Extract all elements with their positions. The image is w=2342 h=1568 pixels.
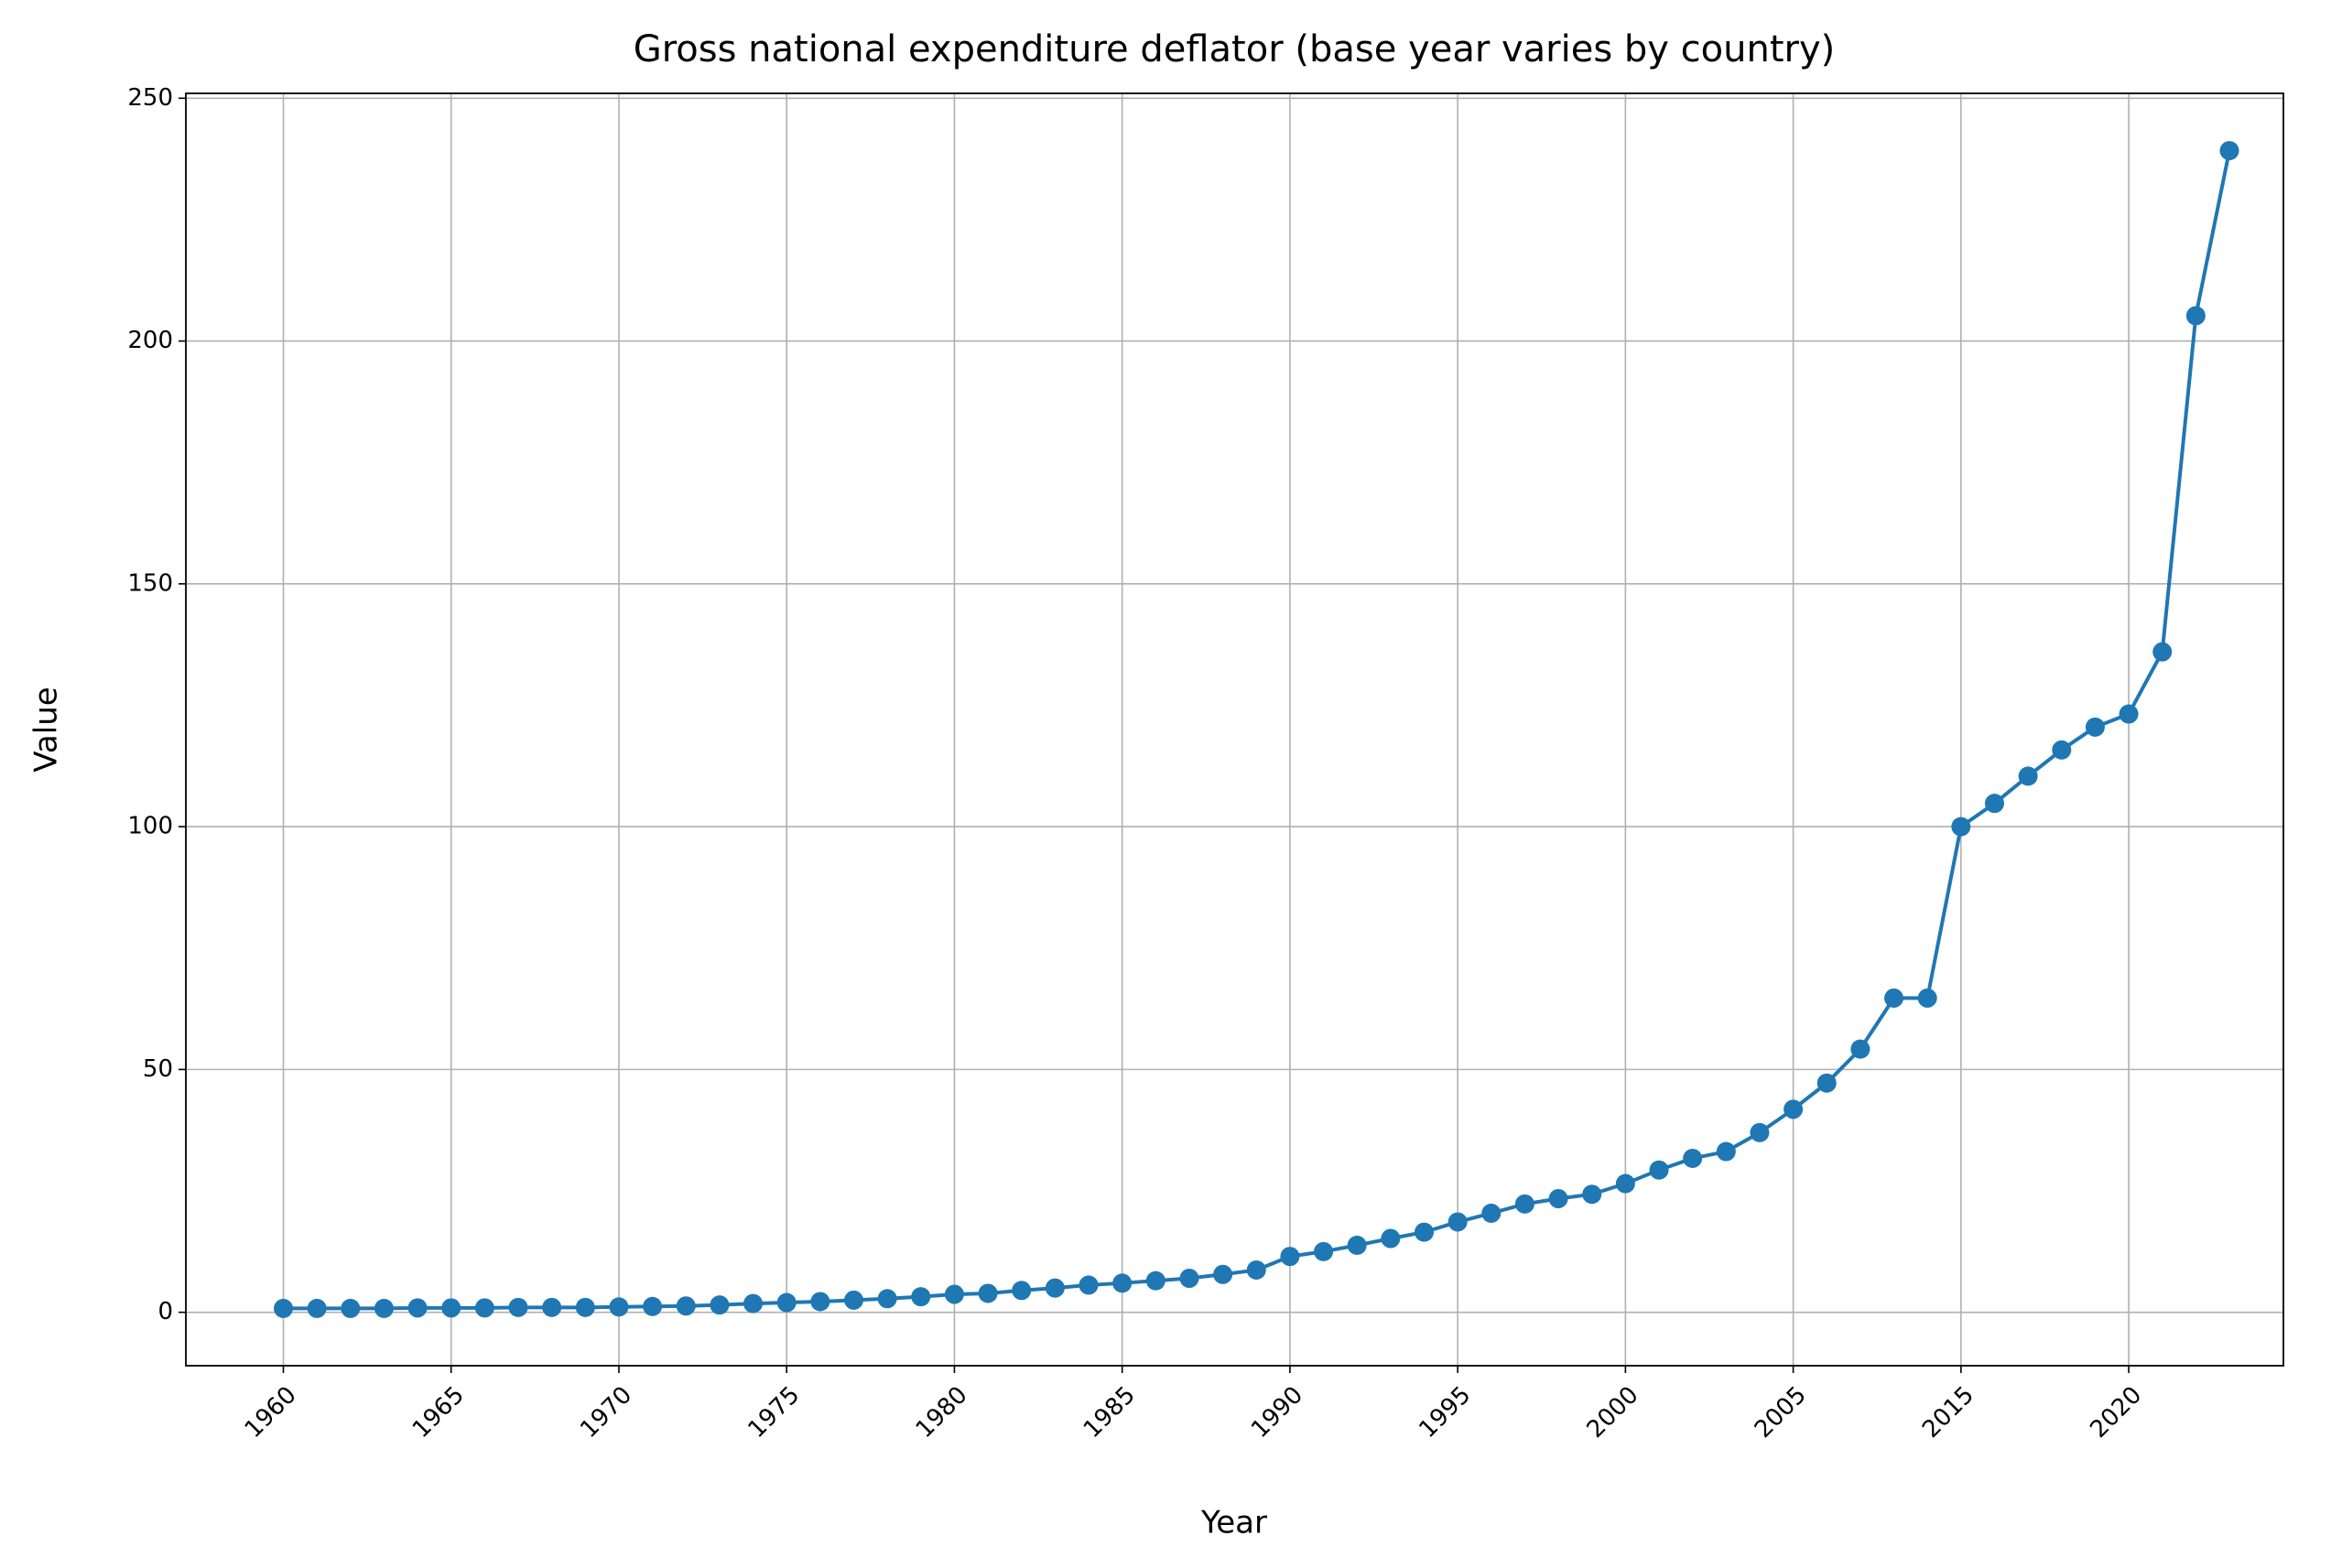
data-point <box>307 1298 327 1318</box>
data-point <box>407 1298 428 1318</box>
data-point <box>1716 1141 1736 1162</box>
data-point <box>2052 740 2072 760</box>
data-point <box>1850 1039 1870 1059</box>
data-point <box>944 1284 964 1304</box>
plot-frame <box>185 92 2284 1367</box>
x-tick-label: 1995 <box>1414 1381 1476 1444</box>
x-tick-label: 2005 <box>1750 1381 1812 1444</box>
data-point <box>508 1297 528 1317</box>
data-point <box>643 1296 663 1316</box>
data-point <box>542 1297 562 1317</box>
y-tick-label: 0 <box>157 1298 173 1325</box>
data-point <box>1884 988 1904 1008</box>
x-axis-label: Year <box>1200 1505 1267 1541</box>
data-point <box>1179 1269 1199 1289</box>
y-tick-label: 100 <box>127 813 173 840</box>
data-point <box>1548 1188 1568 1208</box>
data-point <box>2085 717 2105 737</box>
data-point <box>341 1298 361 1318</box>
data-point <box>1649 1160 1669 1180</box>
data-point <box>1112 1273 1133 1293</box>
data-point <box>1784 1099 1804 1119</box>
data-point <box>843 1290 863 1310</box>
x-tick-label: 2015 <box>1917 1381 1979 1444</box>
data-point <box>1347 1235 1367 1255</box>
data-point <box>810 1292 830 1312</box>
data-point <box>2018 766 2038 786</box>
data-point <box>911 1287 931 1307</box>
y-tick-label: 150 <box>127 569 173 597</box>
data-point <box>710 1295 730 1315</box>
data-point <box>2185 306 2206 326</box>
data-point <box>1447 1212 1468 1232</box>
data-line <box>283 150 2231 1311</box>
data-point <box>978 1283 998 1303</box>
chart-title: Gross national expenditure deflator (bas… <box>634 28 1836 70</box>
y-axis-label: Value <box>28 687 65 772</box>
x-tick-label: 1985 <box>1079 1381 1141 1444</box>
data-point <box>676 1296 696 1316</box>
data-point <box>474 1298 494 1318</box>
x-tick-label: 1990 <box>1246 1381 1308 1444</box>
y-tick-label: 50 <box>143 1055 173 1083</box>
data-point <box>575 1297 595 1317</box>
data-point <box>1582 1184 1602 1205</box>
data-point <box>2152 642 2173 662</box>
data-point <box>1615 1173 1635 1194</box>
x-tick-label: 1965 <box>407 1381 470 1444</box>
x-tick-label: 1970 <box>575 1381 637 1444</box>
data-point <box>1683 1148 1703 1168</box>
x-tick-label: 1975 <box>743 1381 805 1444</box>
data-point <box>1314 1241 1334 1261</box>
data-point <box>1145 1271 1166 1291</box>
data-point <box>1951 816 1971 837</box>
data-point <box>877 1289 897 1309</box>
data-point <box>1816 1073 1837 1093</box>
data-point <box>1045 1278 1065 1298</box>
data-point <box>1481 1203 1502 1223</box>
data-point <box>1984 794 2004 814</box>
data-point <box>1213 1264 1233 1284</box>
data-point <box>776 1292 797 1313</box>
data-point <box>1280 1247 1300 1267</box>
y-tick-label: 200 <box>127 327 173 354</box>
data-point <box>1414 1222 1434 1242</box>
data-point <box>2219 141 2239 161</box>
data-point <box>374 1298 394 1318</box>
data-point <box>2119 704 2139 724</box>
x-tick-label: 2000 <box>1582 1381 1644 1444</box>
x-tick-label: 2020 <box>2085 1381 2147 1444</box>
data-point <box>274 1298 293 1318</box>
data-point <box>1381 1228 1401 1249</box>
data-point <box>441 1298 461 1318</box>
data-point <box>1246 1260 1266 1280</box>
y-tick-label: 250 <box>127 84 173 112</box>
x-tick-label: 1980 <box>911 1381 973 1444</box>
data-point <box>1012 1281 1032 1301</box>
x-tick-label: 1960 <box>240 1381 302 1444</box>
data-point <box>1750 1122 1770 1142</box>
data-point <box>1079 1275 1099 1295</box>
data-point <box>1514 1194 1534 1214</box>
data-point <box>743 1293 764 1314</box>
data-point <box>1917 988 1937 1008</box>
data-point <box>609 1297 629 1317</box>
